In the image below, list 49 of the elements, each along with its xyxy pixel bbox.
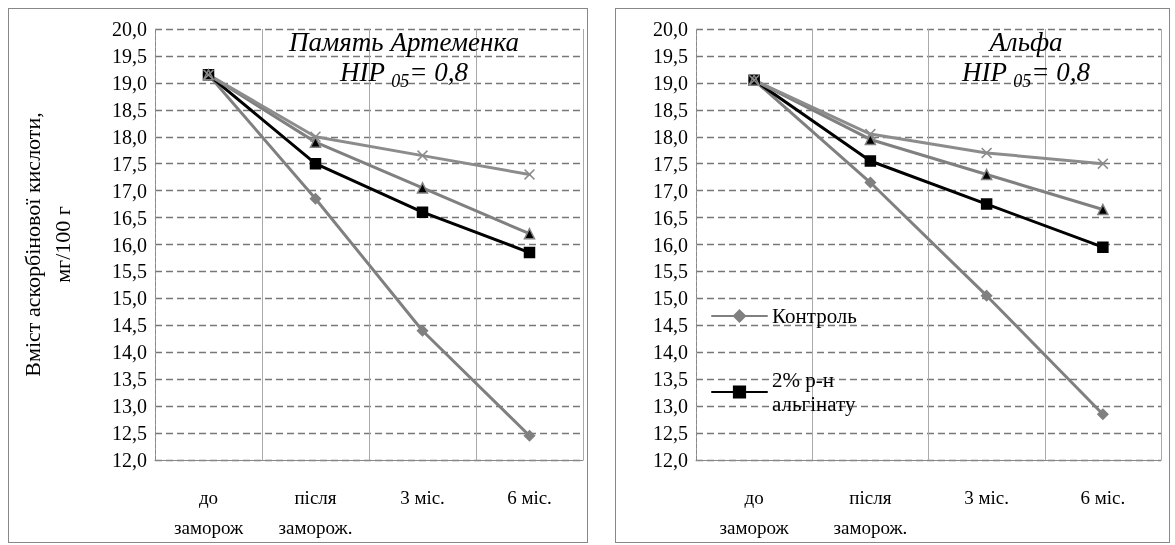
y-tick-label: 16,5 <box>653 206 688 229</box>
y-tick-label: 14,0 <box>653 341 688 364</box>
y-tick-label: 13,5 <box>653 368 688 391</box>
y-tick-label: 12,0 <box>112 449 147 471</box>
y-tick-label: 17,0 <box>112 179 147 202</box>
y-tick-label: 18,0 <box>653 125 688 148</box>
y-tick-label: 20,0 <box>112 18 147 40</box>
y-tick-label: 19,5 <box>653 44 688 67</box>
y-tick-label: 16,0 <box>653 233 688 256</box>
y-tick-label: 15,0 <box>112 287 147 310</box>
x-tick-label: до заморож <box>173 486 244 538</box>
y-tick-label: 19,0 <box>112 71 147 94</box>
x-tick-label: 3 міс. <box>400 486 445 508</box>
x-tick-label: 6 міс. <box>507 486 552 508</box>
x-tick-label: після заморож. <box>833 486 908 538</box>
y-tick-label: 18,5 <box>112 98 147 121</box>
y-tick-label: 20,0 <box>653 18 688 40</box>
y-tick-label: 14,5 <box>653 314 688 337</box>
y-tick-label: 17,0 <box>653 179 688 202</box>
y-tick-label: 13,5 <box>112 368 147 391</box>
y-tick-label: 15,5 <box>653 260 688 283</box>
y-tick-label: 14,0 <box>112 341 147 364</box>
y-axis-title: Вміст аскорбінової кислоти, мг/100 г <box>19 112 75 377</box>
y-tick-label: 14,5 <box>112 314 147 337</box>
y-tick-label: 19,0 <box>653 71 688 94</box>
y-tick-label: 12,0 <box>653 449 688 471</box>
x-tick-label: 3 міс. <box>964 486 1009 508</box>
x-tick-label: після заморож. <box>278 486 353 538</box>
y-tick-label: 17,5 <box>653 152 688 175</box>
text: HIP $_{05}$= 0,8 <box>340 57 468 92</box>
y-tick-label: 15,5 <box>112 260 147 283</box>
y-tick-label: 16,0 <box>112 233 147 256</box>
text: HIP $_{05}$= 0,8 <box>962 57 1090 92</box>
chart-title: Память Артеменка <box>289 27 519 57</box>
x-tick-label: до заморож <box>719 486 790 538</box>
legend-label: 2% р-н альгінату <box>772 368 856 416</box>
y-tick-label: 12,5 <box>112 422 147 445</box>
y-tick-label: 16,5 <box>112 206 147 229</box>
y-tick-label: 19,5 <box>112 44 147 67</box>
y-tick-label: 18,0 <box>112 125 147 148</box>
y-tick-label: 17,5 <box>112 152 147 175</box>
x-tick-label: 6 міс. <box>1080 486 1126 508</box>
y-tick-label: 13,0 <box>653 395 688 418</box>
y-tick-label: 13,0 <box>112 395 147 418</box>
legend-label: Контроль <box>772 304 857 328</box>
y-tick-label: 15,0 <box>653 287 688 310</box>
y-tick-label: 18,5 <box>653 98 688 121</box>
chart-title: Альфа <box>989 27 1063 57</box>
y-tick-label: 12,5 <box>653 422 688 445</box>
